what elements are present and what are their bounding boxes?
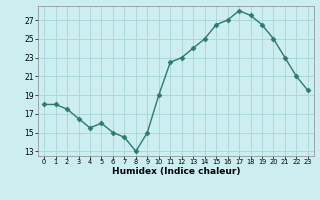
X-axis label: Humidex (Indice chaleur): Humidex (Indice chaleur) xyxy=(112,167,240,176)
